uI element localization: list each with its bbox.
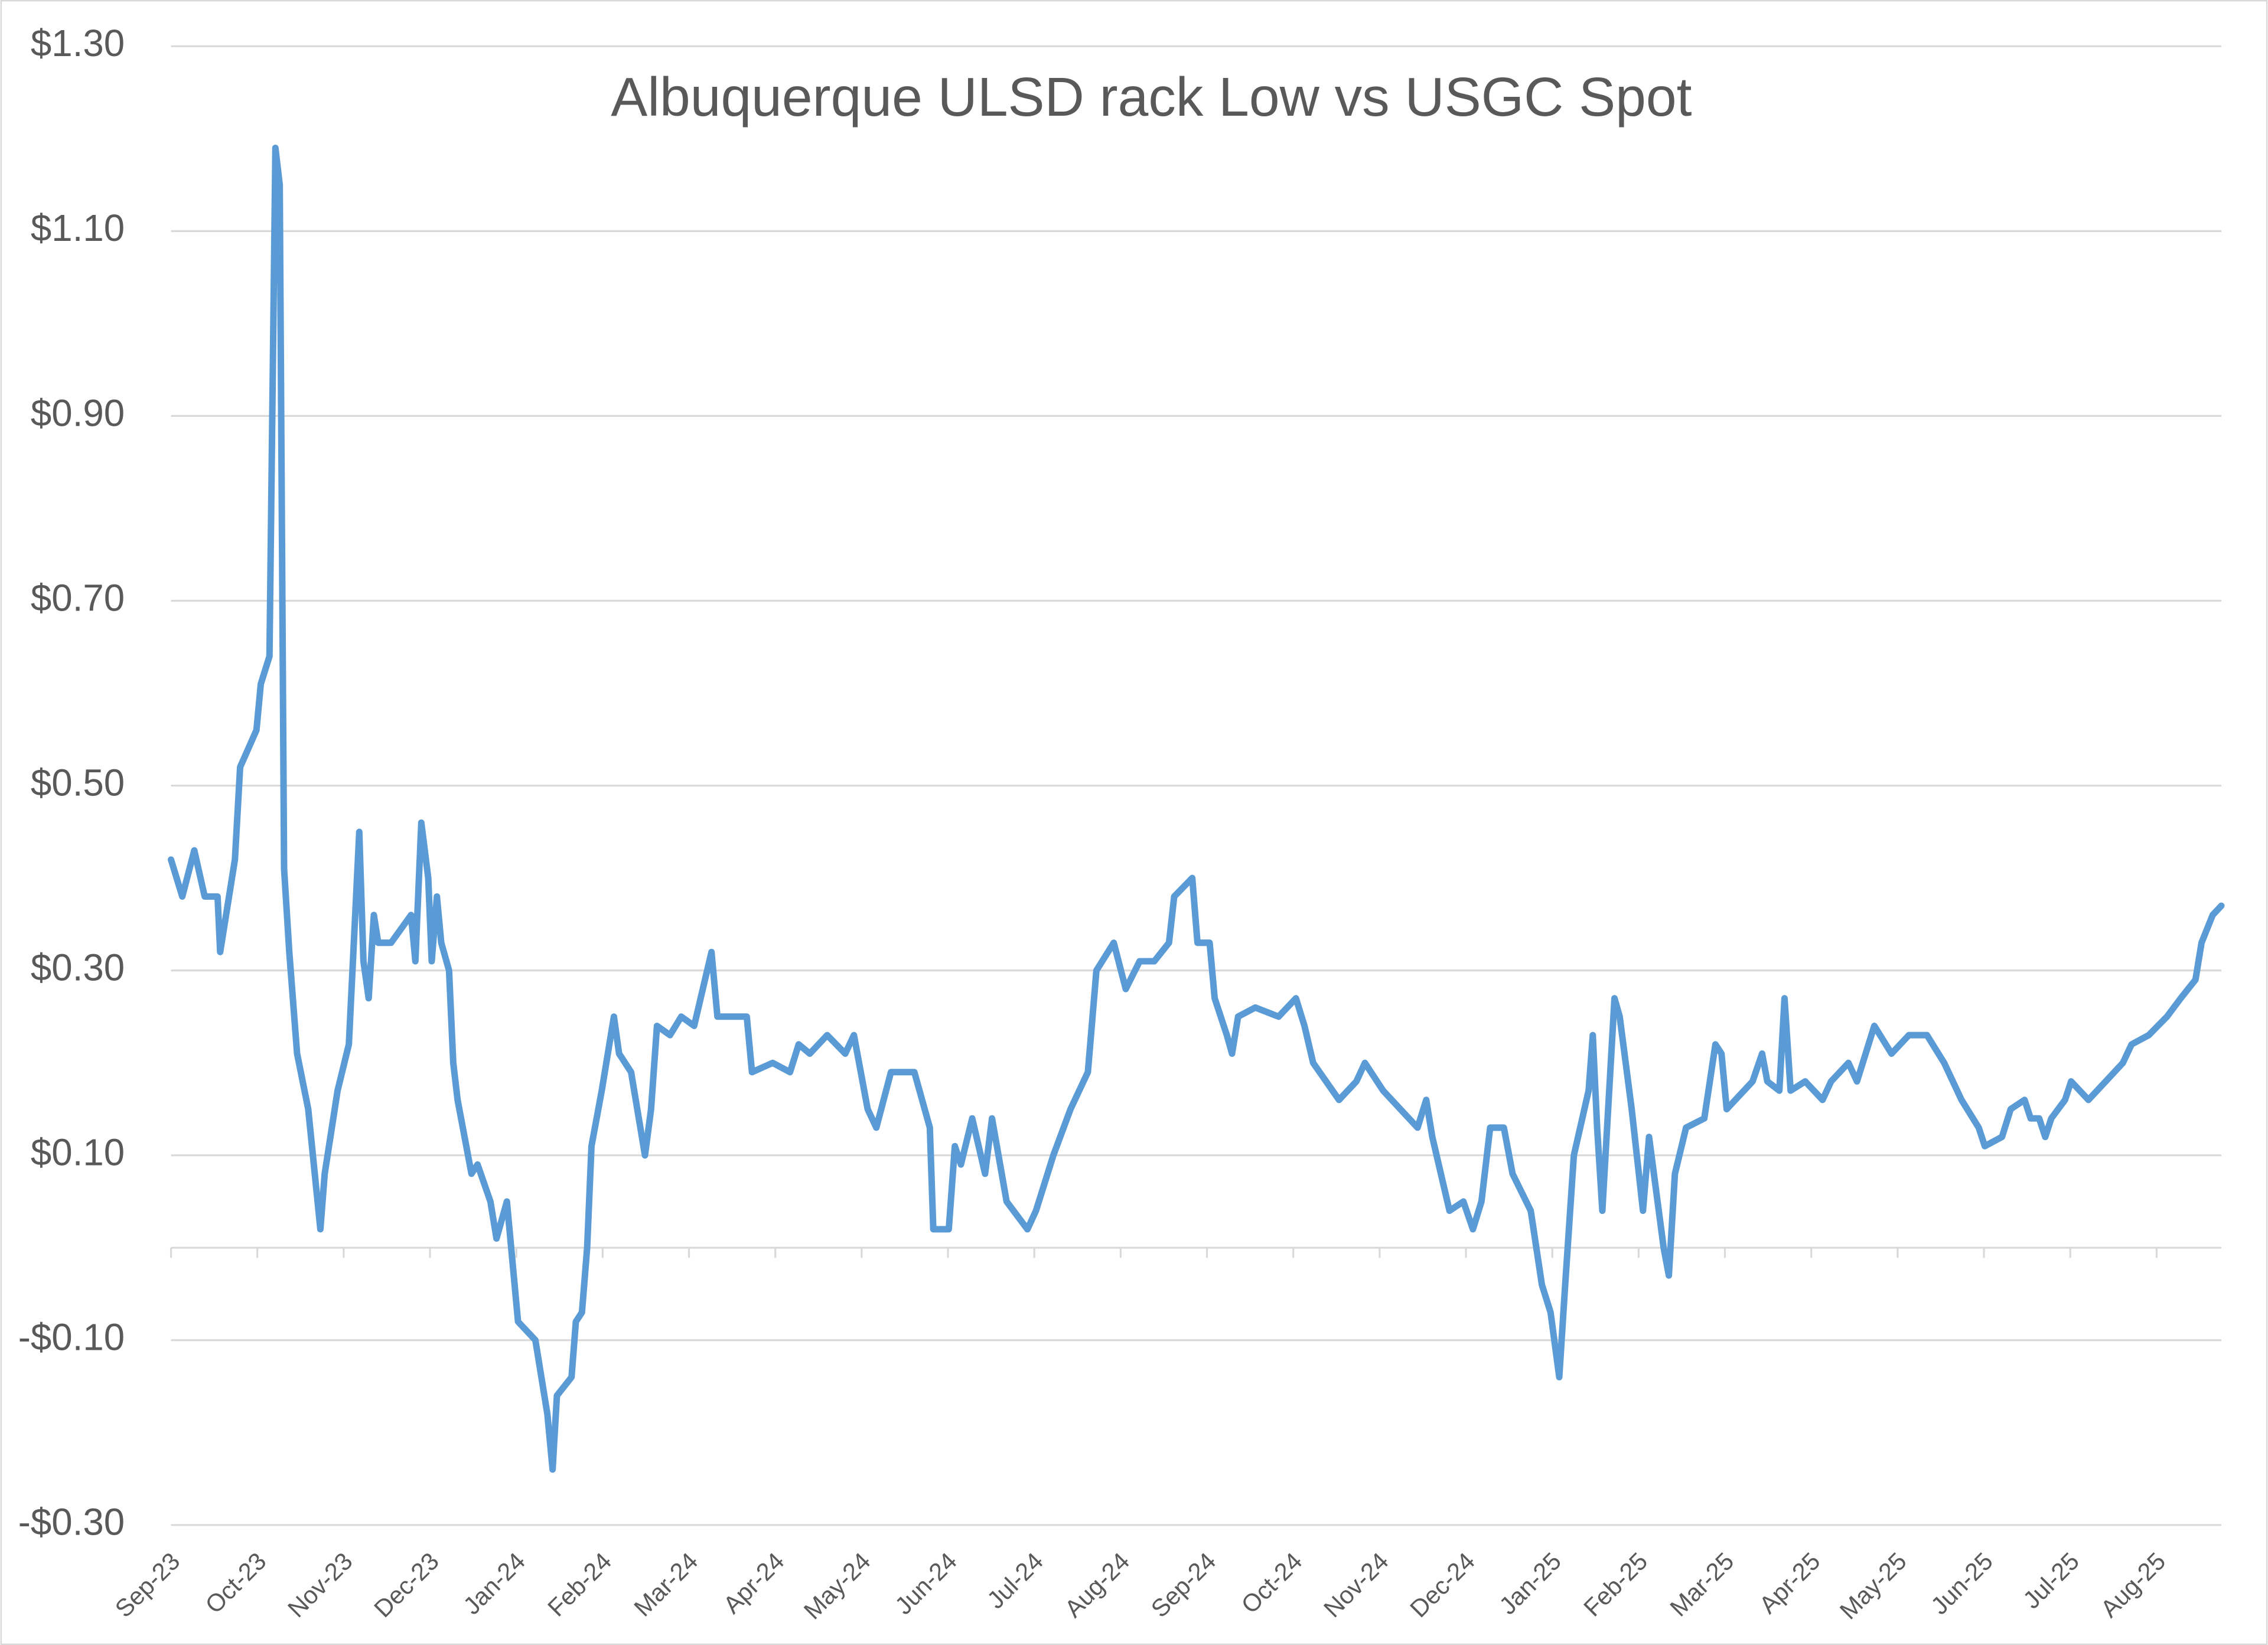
y-tick-label: $0.50 bbox=[31, 762, 125, 804]
y-tick-label: $0.30 bbox=[31, 946, 125, 988]
y-tick-label: $0.90 bbox=[31, 392, 125, 434]
y-tick-label: -$0.10 bbox=[18, 1317, 125, 1359]
y-tick-label: $0.10 bbox=[31, 1132, 125, 1174]
y-tick-label: $1.30 bbox=[31, 22, 125, 64]
y-tick-label: -$0.30 bbox=[18, 1502, 125, 1543]
y-tick-label: $1.10 bbox=[31, 207, 125, 249]
y-tick-label: $0.70 bbox=[31, 577, 125, 619]
chart-title: Albuquerque ULSD rack Low vs USGC Spot bbox=[611, 66, 1692, 128]
data-line bbox=[168, 144, 2225, 1473]
